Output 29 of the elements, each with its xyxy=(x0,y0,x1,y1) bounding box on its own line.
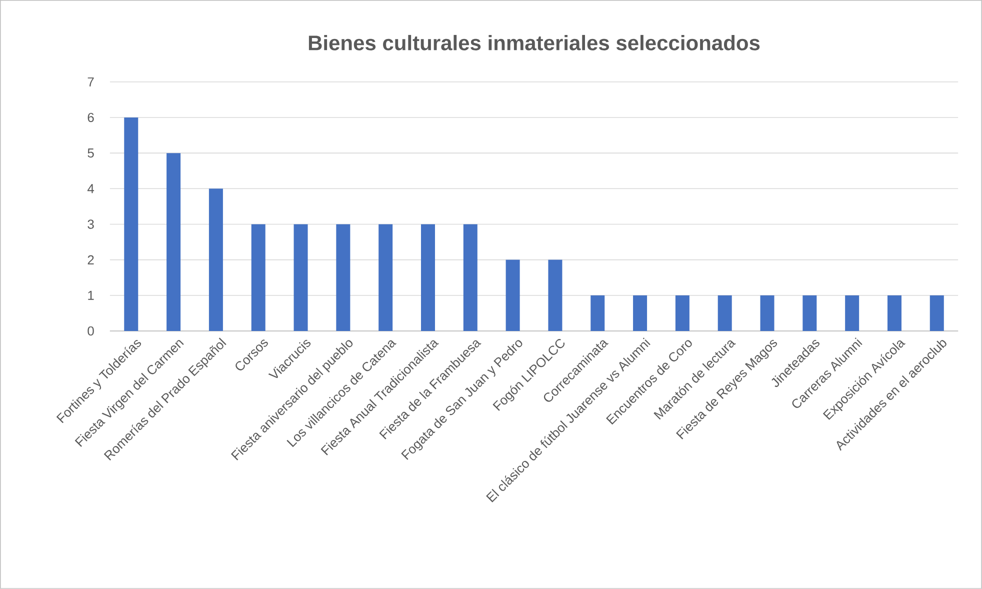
bar xyxy=(336,224,350,332)
bar xyxy=(675,295,690,332)
bar xyxy=(208,188,223,332)
bar xyxy=(802,295,817,332)
bar xyxy=(124,118,138,332)
bar xyxy=(760,295,774,332)
y-tick-label: 2 xyxy=(88,255,94,264)
bar xyxy=(378,224,393,332)
bar xyxy=(251,224,266,332)
y-tick-label: 0 xyxy=(88,326,94,336)
y-tick-label: 3 xyxy=(88,220,94,229)
bar xyxy=(463,224,478,332)
bar xyxy=(294,224,308,332)
bar xyxy=(633,295,648,332)
bar xyxy=(420,224,435,332)
y-tick-label: 1 xyxy=(88,290,94,300)
bar xyxy=(930,295,944,332)
chart-title: Bienes culturales inmateriales seleccionados xyxy=(308,35,760,50)
y-tick-label: 5 xyxy=(88,148,94,158)
bar xyxy=(590,295,605,332)
bar xyxy=(887,295,902,332)
bar xyxy=(718,295,732,332)
bar xyxy=(166,153,181,332)
bar xyxy=(506,260,520,332)
y-tick-label: 7 xyxy=(88,77,94,86)
bar xyxy=(845,295,860,332)
y-tick-label: 4 xyxy=(87,184,94,194)
y-tick-label: 6 xyxy=(88,112,94,122)
bar xyxy=(548,260,562,332)
